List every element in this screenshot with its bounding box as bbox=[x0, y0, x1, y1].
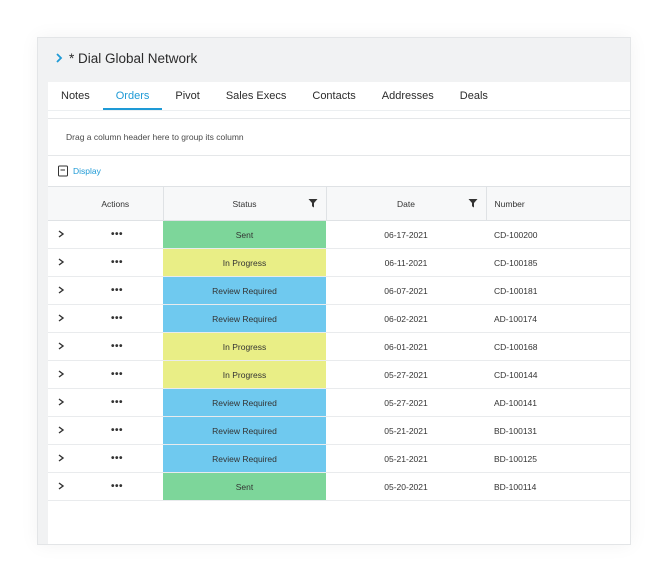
row-actions-menu[interactable]: ••• bbox=[111, 453, 124, 465]
column-header-date[interactable]: Date bbox=[326, 186, 487, 221]
status-cell: Review Required bbox=[163, 304, 326, 333]
date-cell: 06-01-2021 bbox=[326, 332, 486, 361]
row-expand-icon[interactable] bbox=[57, 230, 67, 240]
actions-cell: ••• bbox=[48, 388, 163, 417]
tab-contacts[interactable]: Contacts bbox=[312, 90, 356, 102]
expand-chevron-icon[interactable] bbox=[53, 52, 65, 64]
status-cell: In Progress bbox=[163, 332, 326, 361]
account-panel: * Dial Global Network Notes Orders Pivot Sa… bbox=[37, 37, 631, 545]
row-actions-menu[interactable]: ••• bbox=[111, 369, 124, 381]
tab-list: Notes Orders Pivot Sales Execs Contacts Addre… bbox=[48, 82, 630, 111]
date-cell: 05-21-2021 bbox=[326, 416, 486, 445]
row-expand-icon[interactable] bbox=[57, 258, 67, 268]
number-cell: CD-100185 bbox=[486, 248, 630, 277]
orders-grid-panel: Drag a column header here to group its c… bbox=[48, 118, 630, 544]
column-label: Date bbox=[397, 198, 415, 209]
tab-orders[interactable]: Orders bbox=[102, 82, 163, 110]
status-filter-icon[interactable] bbox=[308, 198, 318, 208]
actions-cell: ••• bbox=[48, 220, 163, 249]
column-label: Actions bbox=[101, 198, 130, 209]
table-row[interactable]: ••• Review Required 05-21-2021 BD-100131 bbox=[48, 416, 630, 445]
number-cell: CD-100168 bbox=[486, 332, 630, 361]
status-cell: Sent bbox=[163, 472, 326, 501]
status-cell: Review Required bbox=[163, 388, 326, 417]
column-header-status[interactable]: Status bbox=[163, 186, 327, 221]
number-cell: BD-100114 bbox=[486, 472, 630, 501]
actions-cell: ••• bbox=[48, 248, 163, 277]
date-cell: 06-17-2021 bbox=[326, 220, 486, 249]
row-expand-icon[interactable] bbox=[57, 454, 67, 464]
tab-deals[interactable]: Deals bbox=[459, 90, 488, 102]
table-row[interactable]: ••• Sent 05-20-2021 BD-100114 bbox=[48, 472, 630, 501]
row-actions-menu[interactable]: ••• bbox=[111, 341, 124, 353]
date-cell: 05-27-2021 bbox=[326, 360, 486, 389]
column-label: Status bbox=[232, 198, 257, 209]
display-icon[interactable] bbox=[57, 165, 69, 177]
table-row[interactable]: ••• In Progress 06-11-2021 CD-100185 bbox=[48, 248, 630, 277]
actions-cell: ••• bbox=[48, 304, 163, 333]
status-cell: In Progress bbox=[163, 360, 326, 389]
panel-title: * Dial Global Network bbox=[69, 50, 198, 66]
date-cell: 05-20-2021 bbox=[326, 472, 486, 501]
row-actions-menu[interactable]: ••• bbox=[111, 285, 124, 297]
number-cell: AD-100174 bbox=[486, 304, 630, 333]
status-cell: Review Required bbox=[163, 444, 326, 473]
number-cell: CD-100181 bbox=[486, 276, 630, 305]
number-cell: BD-100131 bbox=[486, 416, 630, 445]
actions-cell: ••• bbox=[48, 472, 163, 501]
date-cell: 06-11-2021 bbox=[326, 248, 486, 277]
column-header-number[interactable]: Number bbox=[486, 186, 630, 221]
table-row[interactable]: ••• Review Required 06-02-2021 AD-100174 bbox=[48, 304, 630, 333]
row-actions-menu[interactable]: ••• bbox=[111, 229, 124, 241]
number-cell: CD-100200 bbox=[486, 220, 630, 249]
number-cell: AD-100141 bbox=[486, 388, 630, 417]
number-cell: BD-100125 bbox=[486, 444, 630, 473]
date-cell: 05-27-2021 bbox=[326, 388, 486, 417]
actions-cell: ••• bbox=[48, 444, 163, 473]
actions-cell: ••• bbox=[48, 416, 163, 445]
tab-pivot[interactable]: Pivot bbox=[175, 90, 200, 102]
date-cell: 05-21-2021 bbox=[326, 444, 486, 473]
actions-cell: ••• bbox=[48, 360, 163, 389]
row-expand-icon[interactable] bbox=[57, 370, 67, 380]
status-cell: In Progress bbox=[163, 248, 326, 277]
row-expand-icon[interactable] bbox=[57, 426, 67, 436]
row-expand-icon[interactable] bbox=[57, 482, 67, 492]
display-toolbar: Display bbox=[48, 156, 630, 186]
row-expand-icon[interactable] bbox=[57, 342, 67, 352]
row-expand-icon[interactable] bbox=[57, 398, 67, 408]
date-filter-icon[interactable] bbox=[468, 198, 478, 208]
group-by-drop-zone[interactable]: Drag a column header here to group its c… bbox=[48, 119, 630, 156]
table-row[interactable]: ••• Review Required 05-27-2021 AD-100141 bbox=[48, 388, 630, 417]
row-expand-icon[interactable] bbox=[57, 314, 67, 324]
orders-table: Actions Status Date Number ••• Sent 06-17 bbox=[48, 186, 630, 501]
table-row[interactable]: ••• In Progress 06-01-2021 CD-100168 bbox=[48, 332, 630, 361]
status-cell: Sent bbox=[163, 220, 326, 249]
row-actions-menu[interactable]: ••• bbox=[111, 313, 124, 325]
row-actions-menu[interactable]: ••• bbox=[111, 425, 124, 437]
number-cell: CD-100144 bbox=[486, 360, 630, 389]
actions-cell: ••• bbox=[48, 332, 163, 361]
table-row[interactable]: ••• In Progress 05-27-2021 CD-100144 bbox=[48, 360, 630, 389]
row-expand-icon[interactable] bbox=[57, 286, 67, 296]
table-row[interactable]: ••• Review Required 05-21-2021 BD-100125 bbox=[48, 444, 630, 473]
display-button[interactable]: Display bbox=[73, 166, 101, 176]
panel-header: * Dial Global Network bbox=[38, 38, 630, 78]
table-row[interactable]: ••• Sent 06-17-2021 CD-100200 bbox=[48, 220, 630, 249]
row-actions-menu[interactable]: ••• bbox=[111, 481, 124, 493]
table-header-row: Actions Status Date Number bbox=[48, 186, 630, 221]
date-cell: 06-02-2021 bbox=[326, 304, 486, 333]
column-label: Number bbox=[494, 198, 525, 209]
table-row[interactable]: ••• Review Required 06-07-2021 CD-100181 bbox=[48, 276, 630, 305]
tab-addresses[interactable]: Addresses bbox=[381, 90, 434, 102]
column-header-actions[interactable]: Actions bbox=[48, 186, 164, 221]
row-actions-menu[interactable]: ••• bbox=[111, 397, 124, 409]
row-actions-menu[interactable]: ••• bbox=[111, 257, 124, 269]
status-cell: Review Required bbox=[163, 416, 326, 445]
date-cell: 06-07-2021 bbox=[326, 276, 486, 305]
tab-notes[interactable]: Notes bbox=[61, 90, 90, 102]
actions-cell: ••• bbox=[48, 276, 163, 305]
status-cell: Review Required bbox=[163, 276, 326, 305]
tab-sales-execs[interactable]: Sales Execs bbox=[225, 90, 287, 102]
